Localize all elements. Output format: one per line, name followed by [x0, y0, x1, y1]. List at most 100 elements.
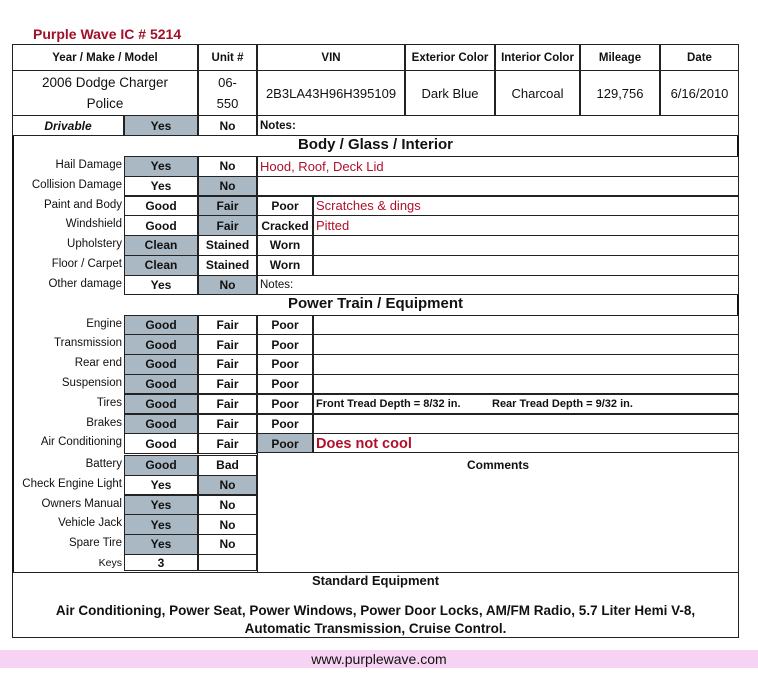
- standard-equipment-list: Air Conditioning, Power Seat, Power Wind…: [55, 603, 696, 636]
- power-note: [313, 373, 739, 395]
- equipment-option-yes[interactable]: Yes: [124, 474, 198, 496]
- body-option-no[interactable]: No: [198, 156, 257, 177]
- equipment-option-good[interactable]: Good: [124, 455, 198, 476]
- equipment-option-no[interactable]: No: [198, 494, 257, 516]
- body-option-worn[interactable]: Worn: [257, 235, 313, 256]
- equipment-option-yes[interactable]: Yes: [124, 534, 198, 555]
- equipment-option-bad[interactable]: Bad: [198, 455, 257, 476]
- power-option-poor[interactable]: Poor: [257, 413, 313, 434]
- body-note: Scratches & dings: [313, 195, 739, 217]
- power-option-good[interactable]: Good: [124, 354, 198, 375]
- body-section-title: Body / Glass / Interior: [297, 136, 454, 153]
- body-option-worn[interactable]: Worn: [257, 255, 313, 276]
- power-label: Rear end: [74, 357, 122, 370]
- equipment-option-yes[interactable]: Yes: [124, 514, 198, 535]
- power-option-poor[interactable]: Poor: [257, 393, 313, 415]
- standard-equipment-title: Standard Equipment: [311, 573, 440, 588]
- drivable-label: Drivable: [12, 115, 124, 136]
- power-option-good[interactable]: Good: [124, 314, 198, 335]
- power-option-good[interactable]: Good: [124, 413, 198, 434]
- body-note: [257, 175, 739, 197]
- body-option-good[interactable]: Good: [124, 215, 198, 236]
- drivable-option-no[interactable]: No: [198, 115, 257, 136]
- power-option-good[interactable]: Good: [124, 334, 198, 355]
- power-label: Brakes: [86, 416, 122, 429]
- value-vin: 2B3LA43H96H395109: [257, 70, 405, 116]
- value-unit-: 06-550: [198, 70, 257, 116]
- power-note: [313, 334, 739, 355]
- body-option-clean[interactable]: Clean: [124, 255, 198, 276]
- comments-box[interactable]: Comments: [257, 452, 739, 573]
- power-option-fair[interactable]: Fair: [198, 334, 257, 355]
- power-option-fair[interactable]: Fair: [198, 393, 257, 415]
- equipment-option-no[interactable]: No: [198, 534, 257, 555]
- form-title: Purple Wave IC # 5214: [33, 26, 182, 42]
- front-tread-depth: Front Tread Depth = 8/32 in.: [316, 397, 461, 410]
- power-note: [313, 314, 739, 335]
- header-vin: VIN: [257, 44, 405, 71]
- body-option-stained[interactable]: Stained: [198, 255, 257, 276]
- equipment-label: Vehicle Jack: [58, 517, 122, 530]
- power-option-fair[interactable]: Fair: [198, 433, 257, 454]
- value-year-make-model: 2006 Dodge Charger Police: [12, 70, 198, 116]
- power-label: Transmission: [54, 337, 122, 350]
- equipment-label: Spare Tire: [68, 537, 122, 550]
- value-interior-color: Charcoal: [495, 70, 580, 116]
- equipment-label: Check Engine Light: [22, 477, 122, 490]
- body-label: Hail Damage: [55, 159, 122, 171]
- drivable-notes: Notes:: [257, 115, 739, 136]
- body-option-fair[interactable]: Fair: [198, 195, 257, 217]
- value-date: 6/16/2010: [660, 70, 739, 116]
- header-interior-color: Interior Color: [495, 44, 580, 71]
- power-option-poor[interactable]: Poor: [257, 314, 313, 335]
- power-option-poor[interactable]: Poor: [257, 334, 313, 355]
- body-option-good[interactable]: Good: [124, 195, 198, 217]
- body-note: [313, 235, 739, 256]
- body-note: Notes:: [257, 274, 739, 296]
- power-option-poor[interactable]: Poor: [257, 354, 313, 375]
- power-option-fair[interactable]: Fair: [198, 373, 257, 395]
- power-note: [313, 354, 739, 375]
- body-note: Pitted: [313, 215, 739, 236]
- equipment-option-no[interactable]: No: [198, 514, 257, 535]
- equipment-option-yes[interactable]: Yes: [124, 494, 198, 516]
- body-option-yes[interactable]: Yes: [124, 274, 198, 296]
- power-label: Tires: [96, 396, 122, 409]
- body-option-no[interactable]: No: [198, 274, 257, 296]
- power-option-fair[interactable]: Fair: [198, 354, 257, 375]
- equipment-option-blank[interactable]: [198, 554, 257, 571]
- power-note: [313, 413, 739, 434]
- body-option-yes[interactable]: Yes: [124, 175, 198, 197]
- power-option-fair[interactable]: Fair: [198, 314, 257, 335]
- body-note: Hood, Roof, Deck Lid: [257, 156, 739, 177]
- body-option-clean[interactable]: Clean: [124, 235, 198, 256]
- equipment-label: Battery: [85, 458, 122, 470]
- footer-url[interactable]: www.purplewave.com: [0, 650, 758, 668]
- body-option-stained[interactable]: Stained: [198, 235, 257, 256]
- header-unit-: Unit #: [198, 44, 257, 71]
- power-option-good[interactable]: Good: [124, 393, 198, 415]
- equipment-option-3[interactable]: 3: [124, 554, 198, 571]
- power-option-poor[interactable]: Poor: [257, 433, 313, 454]
- power-option-fair[interactable]: Fair: [198, 413, 257, 434]
- power-note: Front Tread Depth = 8/32 in. Rear Tread D…: [313, 393, 739, 415]
- standard-equipment: Standard Equipment Air Conditioning, Powe…: [12, 572, 739, 638]
- body-option-fair[interactable]: Fair: [198, 215, 257, 236]
- body-option-cracked[interactable]: Cracked: [257, 215, 313, 236]
- body-option-poor[interactable]: Poor: [257, 195, 313, 217]
- power-option-good[interactable]: Good: [124, 433, 198, 454]
- power-section-title: Power Train / Equipment: [287, 295, 464, 312]
- body-label: Collision Damage: [31, 178, 122, 191]
- header-date: Date: [660, 44, 739, 71]
- equipment-option-no[interactable]: No: [198, 474, 257, 496]
- value-exterior-color: Dark Blue: [405, 70, 495, 116]
- body-option-no[interactable]: No: [198, 175, 257, 197]
- header-year-make-model: Year / Make / Model: [12, 44, 198, 71]
- equipment-label: Owners Manual: [41, 497, 122, 510]
- body-option-yes[interactable]: Yes: [124, 156, 198, 177]
- body-label: Paint and Body: [43, 198, 122, 211]
- drivable-option-yes[interactable]: Yes: [124, 115, 198, 136]
- power-option-good[interactable]: Good: [124, 373, 198, 395]
- value-mileage: 129,756: [580, 70, 660, 116]
- power-option-poor[interactable]: Poor: [257, 373, 313, 395]
